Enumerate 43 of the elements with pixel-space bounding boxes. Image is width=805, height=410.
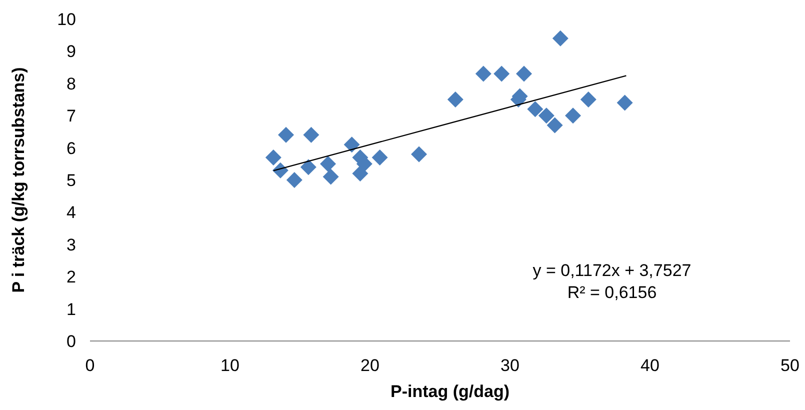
- point: [475, 66, 492, 82]
- x-tick-label: 30: [500, 356, 520, 375]
- y-tick-label: 7: [66, 106, 76, 126]
- y-tick-label: 0: [66, 332, 76, 351]
- point: [265, 149, 282, 166]
- point: [516, 66, 532, 82]
- y-tick-label: 8: [66, 74, 76, 94]
- point: [527, 101, 544, 118]
- x-tick-label: 40: [640, 356, 660, 375]
- y-tick-label: 2: [66, 268, 76, 287]
- point: [580, 92, 596, 108]
- point: [538, 108, 554, 124]
- y-tick-label: 5: [66, 170, 76, 190]
- y-tick-label: 6: [66, 138, 76, 158]
- point: [616, 94, 633, 111]
- y-tick-label: 9: [66, 42, 76, 62]
- point: [322, 168, 339, 185]
- point: [411, 146, 427, 162]
- point: [372, 149, 388, 166]
- y-axis-title: P i träck (g/kg torrsubstans): [9, 67, 28, 293]
- annotation: y = 0,1172x + 3,7527: [532, 261, 692, 280]
- point: [546, 117, 563, 134]
- point: [300, 159, 316, 176]
- y-tick-label: 1: [66, 300, 76, 319]
- x-tick-label: 50: [780, 356, 800, 375]
- point: [552, 30, 568, 46]
- point: [565, 108, 581, 124]
- point: [494, 66, 510, 82]
- point: [303, 126, 320, 143]
- y-tick-label: 10: [57, 10, 76, 29]
- point: [447, 92, 464, 108]
- x-tick-label: 10: [220, 356, 240, 375]
- annotation: R² = 0,6156: [567, 283, 657, 302]
- point: [352, 166, 368, 182]
- point: [278, 126, 294, 143]
- x-tick-label: 0: [85, 356, 95, 375]
- x-axis-title: P-intag (g/dag): [390, 382, 510, 401]
- x-tick-label: 20: [360, 356, 380, 375]
- y-tick-label: 3: [66, 235, 76, 254]
- point: [344, 136, 360, 153]
- y-tick-label: 4: [66, 203, 76, 222]
- point: [320, 156, 336, 172]
- point: [286, 172, 302, 188]
